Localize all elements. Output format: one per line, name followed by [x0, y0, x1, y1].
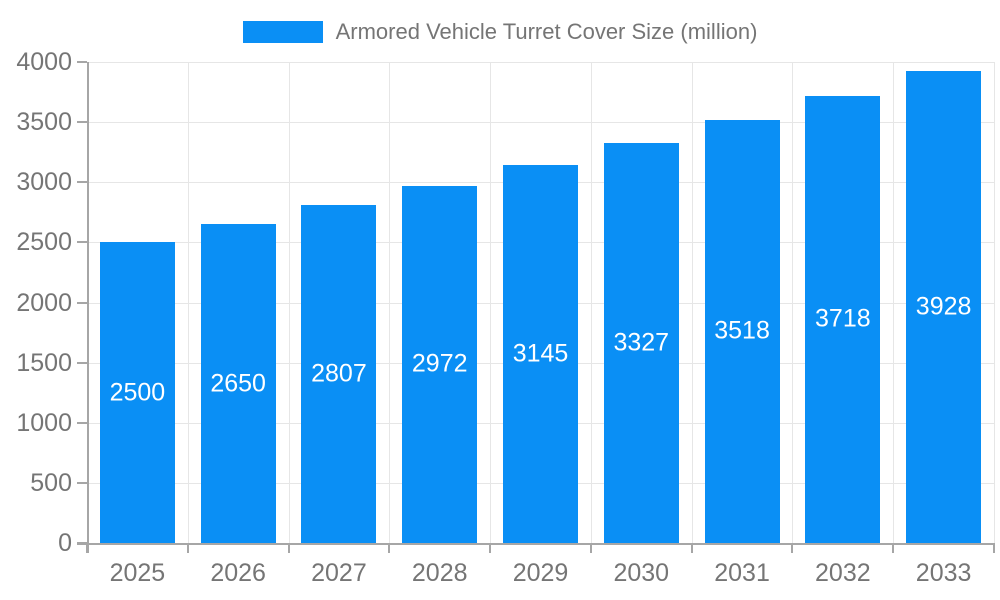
bar-2027[interactable] [301, 205, 377, 543]
y-axis-tick [77, 121, 87, 124]
x-axis-tick [690, 543, 693, 553]
y-axis-tick [77, 481, 87, 484]
x-tick-label: 2026 [210, 559, 266, 587]
bar-value-label: 3145 [512, 339, 569, 368]
y-tick-label: 1500 [16, 348, 72, 377]
x-tick-label: 2025 [109, 559, 166, 587]
gridline-vertical [893, 62, 895, 543]
gridline-vertical [389, 62, 391, 543]
legend-swatch [242, 21, 323, 43]
x-axis-tick [388, 543, 391, 553]
gridline-vertical [490, 62, 492, 543]
x-tick-label: 2027 [311, 559, 367, 587]
x-axis-tick [993, 543, 995, 553]
x-tick-label: 2029 [512, 559, 569, 587]
x-axis-tick [589, 543, 592, 553]
y-tick-label: 1000 [16, 408, 72, 437]
y-tick-label: 0 [58, 529, 72, 557]
y-tick-label: 500 [30, 468, 72, 497]
x-axis-tick [287, 543, 290, 553]
x-axis-tick [892, 543, 895, 553]
bar-value-label: 3718 [815, 304, 871, 333]
gridline-vertical [994, 62, 995, 543]
bar-2031[interactable] [704, 119, 780, 543]
y-axis-line [87, 62, 89, 553]
x-tick-label: 2030 [613, 559, 670, 587]
x-axis-line [77, 543, 994, 545]
bar-2029[interactable] [503, 164, 578, 543]
y-axis-tick [77, 421, 87, 424]
x-axis-tick [186, 543, 189, 553]
y-tick-label: 3500 [16, 108, 72, 137]
bar-2033[interactable] [906, 70, 982, 543]
bar-2025[interactable] [99, 242, 175, 543]
y-tick-label: 3000 [16, 168, 72, 197]
gridline-vertical [691, 62, 693, 543]
x-tick-label: 2028 [411, 559, 468, 587]
bar-value-label: 3327 [613, 328, 670, 357]
gridline-vertical [187, 62, 189, 543]
y-tick-label: 2500 [16, 228, 72, 257]
x-tick-label: 2032 [815, 559, 871, 587]
y-axis-tick [77, 61, 87, 63]
y-axis-tick [77, 241, 87, 244]
bar-2030[interactable] [603, 142, 679, 543]
gridline-vertical [792, 62, 794, 543]
y-axis-tick [77, 301, 87, 304]
y-tick-label: 4000 [16, 48, 72, 76]
legend-label: Armored Vehicle Turret Cover Size (milli… [335, 19, 758, 44]
y-axis-tick [77, 181, 87, 184]
y-tick-label: 2000 [16, 288, 72, 317]
bar-value-label: 3518 [714, 316, 770, 345]
bar-2026[interactable] [200, 224, 276, 543]
chart-legend: Armored Vehicle Turret Cover Size (milli… [0, 19, 1000, 45]
y-axis-tick [77, 361, 87, 364]
x-tick-label: 2033 [915, 559, 972, 587]
gridline-horizontal [87, 122, 994, 124]
bar-value-label: 2972 [411, 349, 468, 378]
x-axis-tick [791, 543, 794, 553]
x-tick-label: 2031 [714, 559, 770, 587]
gridline-vertical [590, 62, 592, 543]
x-axis-tick [489, 543, 492, 553]
gridline-vertical [288, 62, 290, 543]
bar-2032[interactable] [805, 95, 881, 543]
gridline-horizontal [87, 62, 994, 63]
bar-value-label: 2807 [311, 359, 367, 388]
bar-2028[interactable] [402, 185, 478, 543]
bar-value-label: 3928 [915, 292, 972, 321]
bar-value-label: 2500 [109, 378, 166, 407]
bar-value-label: 2650 [210, 369, 266, 398]
